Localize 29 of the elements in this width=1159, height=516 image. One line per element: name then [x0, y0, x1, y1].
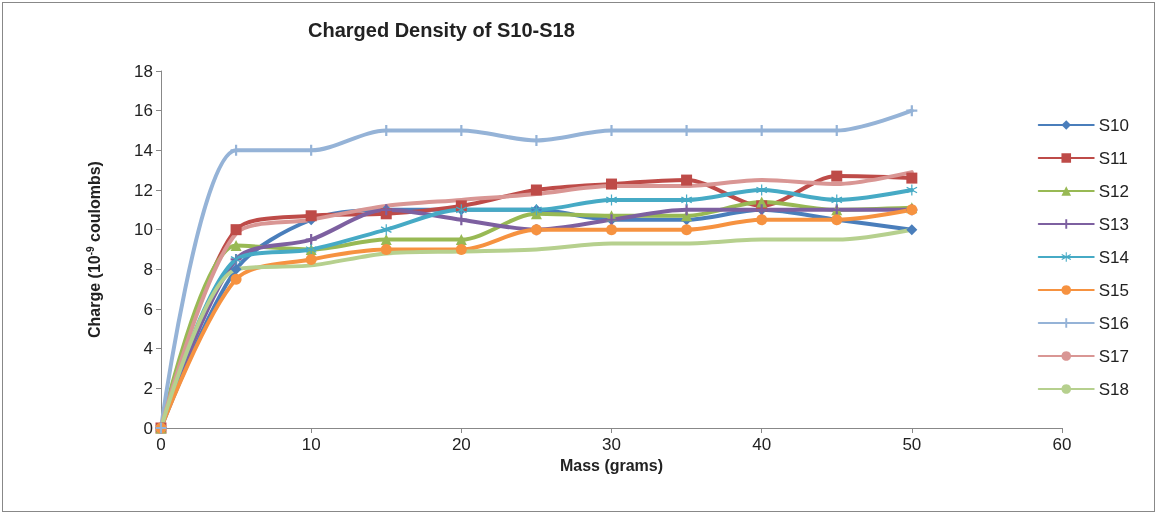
- legend-label: S10: [1098, 115, 1129, 135]
- y-tick-label: 6: [143, 299, 153, 319]
- y-tick-label: 2: [143, 378, 153, 398]
- y-tick-label: 18: [134, 61, 153, 81]
- x-tick-label: 50: [902, 435, 922, 454]
- legend-label: S17: [1098, 346, 1129, 366]
- x-tick-label: 10: [301, 435, 321, 454]
- y-tick-label: 8: [143, 259, 153, 279]
- y-axis-title: Charge (10-9 coulombs): [84, 161, 103, 338]
- y-tick-label: 0: [143, 418, 153, 438]
- legend-label: S12: [1098, 181, 1129, 201]
- y-tick-label: 12: [134, 180, 153, 200]
- y-tick-label: 14: [134, 140, 153, 160]
- x-axis-title: Mass (grams): [559, 457, 664, 475]
- x-tick-label: 20: [451, 435, 471, 454]
- legend-label: S11: [1098, 148, 1128, 168]
- y-tick-label: 16: [134, 101, 153, 121]
- legend-label: S16: [1098, 313, 1129, 333]
- legend-label: S18: [1098, 379, 1129, 399]
- x-tick-label: 60: [1052, 435, 1072, 454]
- legend-label: S13: [1098, 214, 1129, 234]
- chart-title: Charged Density of S10-S18: [308, 19, 575, 41]
- legend-label: S14: [1098, 247, 1129, 267]
- x-tick-label: 40: [752, 435, 772, 454]
- y-tick-label: 4: [143, 339, 153, 359]
- y-tick-label: 10: [134, 220, 153, 240]
- x-tick-label: 0: [156, 435, 166, 454]
- x-tick-label: 30: [602, 435, 621, 454]
- legend-label: S15: [1098, 280, 1129, 300]
